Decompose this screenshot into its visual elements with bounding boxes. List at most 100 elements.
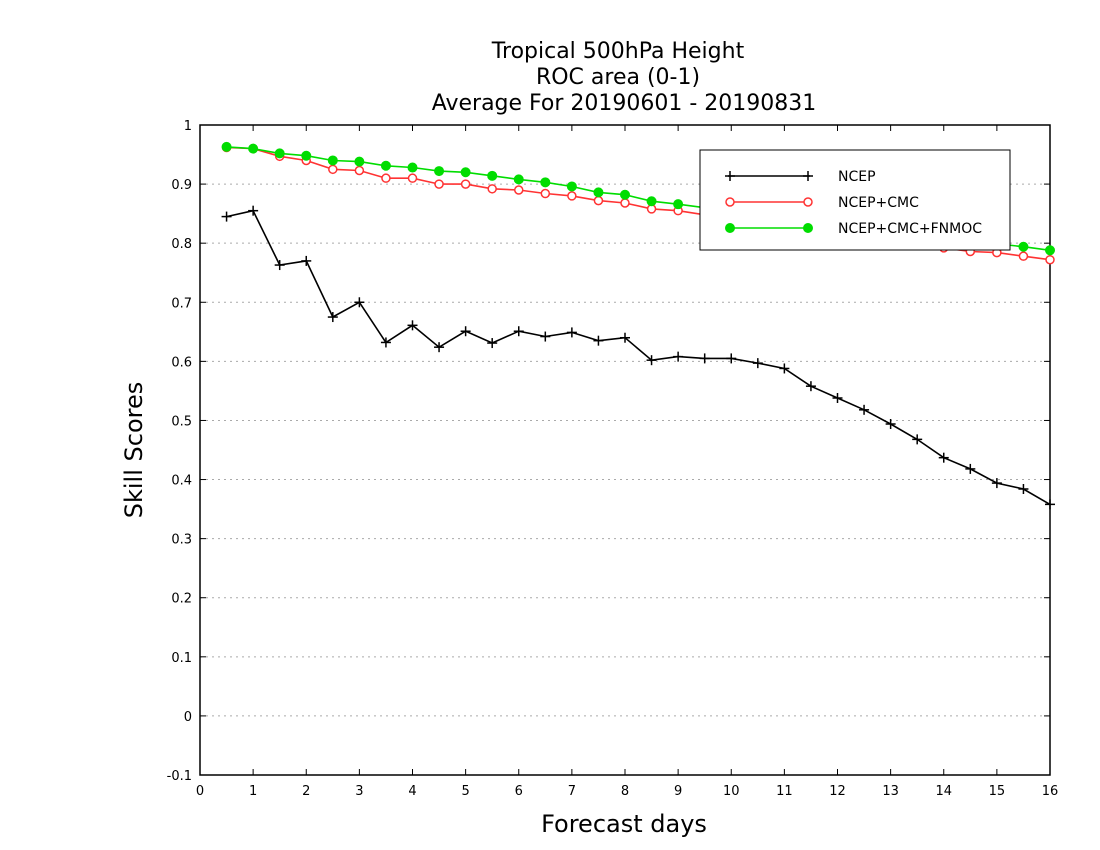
x-tick-label: 14 xyxy=(935,784,952,799)
y-tick-label: -0.1 xyxy=(167,769,192,784)
x-tick-label: 8 xyxy=(621,784,629,799)
data-point-ncep xyxy=(912,434,923,445)
y-tick-label: 0 xyxy=(184,710,192,725)
data-point-ncep-cmc xyxy=(540,188,551,199)
legend-marker-ncep xyxy=(803,171,813,181)
y-tick-label: 0.9 xyxy=(171,178,192,193)
y-tick-label: 0.5 xyxy=(171,414,192,429)
series-ncep xyxy=(221,205,1055,510)
data-point-ncep xyxy=(779,363,790,374)
data-point-ncep-cmc-fnmoc xyxy=(566,181,577,192)
legend-box xyxy=(699,149,1011,251)
data-point-ncep xyxy=(1045,499,1055,510)
y-tick-label: 0.3 xyxy=(171,533,192,548)
data-point-ncep-cmc-fnmoc xyxy=(407,162,418,173)
x-tick-label: 15 xyxy=(989,784,1006,799)
data-point-ncep xyxy=(487,338,498,349)
x-tick-label: 0 xyxy=(196,784,204,799)
x-tick-label: 1 xyxy=(249,784,257,799)
data-point-ncep-cmc-fnmoc xyxy=(487,170,498,181)
data-point-ncep xyxy=(965,463,976,474)
data-point-ncep-cmc-fnmoc xyxy=(248,143,259,154)
data-point-ncep-cmc-fnmoc xyxy=(354,156,365,167)
data-point-ncep-cmc-fnmoc xyxy=(301,150,312,161)
data-point-ncep-cmc-fnmoc xyxy=(221,141,232,152)
data-point-ncep-cmc-fnmoc xyxy=(380,160,391,171)
chart-title-line-3: Average For 20190601 - 20190831 xyxy=(432,91,817,116)
data-point-ncep-cmc xyxy=(381,173,391,183)
legend-marker-ncep-cmc xyxy=(725,197,735,207)
data-point-ncep-cmc-fnmoc xyxy=(673,199,684,210)
data-point-ncep xyxy=(380,337,391,348)
x-tick-label: 16 xyxy=(1042,784,1059,799)
data-point-ncep xyxy=(991,478,1002,489)
chart-title-line-1: Tropical 500hPa Height xyxy=(491,39,745,64)
data-point-ncep xyxy=(540,331,551,342)
x-tick-label: 2 xyxy=(302,784,310,799)
legend-marker-ncep-cmc xyxy=(803,197,813,207)
legend-marker-ncep-cmc-fnmoc xyxy=(803,223,813,233)
data-point-ncep xyxy=(832,393,843,403)
data-point-ncep-cmc-fnmoc xyxy=(274,148,285,159)
y-tick-label: 0.8 xyxy=(171,237,192,252)
x-tick-label: 3 xyxy=(355,784,363,799)
data-point-ncep-cmc xyxy=(328,164,338,175)
data-point-ncep-cmc xyxy=(407,173,418,183)
data-point-ncep xyxy=(407,320,418,331)
data-point-ncep xyxy=(859,404,870,415)
legend-label-ncep: NCEP xyxy=(838,169,876,185)
data-point-ncep xyxy=(354,297,365,308)
x-tick-label: 13 xyxy=(882,784,899,799)
x-tick-label: 4 xyxy=(408,784,416,799)
x-tick-label: 10 xyxy=(723,784,740,799)
data-point-ncep-cmc xyxy=(620,198,630,208)
legend-marker-ncep xyxy=(725,171,735,181)
y-tick-label: 0.1 xyxy=(171,651,192,666)
data-point-ncep xyxy=(593,335,604,346)
data-point-ncep-cmc-fnmoc xyxy=(1045,245,1055,256)
data-point-ncep-cmc xyxy=(593,195,604,206)
data-point-ncep-cmc xyxy=(460,179,471,189)
x-tick-label: 5 xyxy=(461,784,469,799)
data-point-ncep xyxy=(938,452,949,463)
x-tick-label: 11 xyxy=(776,784,793,799)
data-point-ncep-cmc-fnmoc xyxy=(1018,241,1029,252)
axes: -0.100.10.20.30.40.50.60.70.80.910 1 2 3 4 5 6… xyxy=(167,119,1059,799)
legend-item-ncep: NCEP xyxy=(725,169,876,185)
data-point-ncep xyxy=(885,419,896,429)
data-point-ncep xyxy=(566,327,577,338)
x-tick-label: 7 xyxy=(568,784,576,799)
data-point-ncep xyxy=(1018,484,1029,494)
data-point-ncep-cmc-fnmoc xyxy=(327,155,338,166)
legend-item-ncep-cmc-fnmoc: NCEP+CMC+FNMOC xyxy=(725,221,982,237)
y-tick-label: 0.7 xyxy=(171,296,192,311)
data-point-ncep-cmc-fnmoc xyxy=(646,196,657,207)
data-point-ncep-cmc xyxy=(1045,254,1055,265)
chart-title-line-2: ROC area (0-1) xyxy=(536,65,700,90)
y-tick-label: 0.6 xyxy=(171,355,192,370)
data-point-ncep xyxy=(221,211,232,222)
data-point-ncep xyxy=(699,353,710,364)
data-point-ncep-cmc xyxy=(434,179,444,189)
data-point-ncep-cmc xyxy=(487,184,497,194)
data-point-ncep xyxy=(620,332,630,343)
y-tick-label: 1 xyxy=(184,119,192,134)
y-axis-label: Skill Scores xyxy=(120,382,148,519)
legend-label-ncep-cmc: NCEP+CMC xyxy=(838,195,919,211)
data-point-ncep xyxy=(726,353,737,364)
data-point-ncep-cmc-fnmoc xyxy=(460,167,471,178)
data-point-ncep xyxy=(434,342,445,353)
data-point-ncep-cmc xyxy=(354,165,365,176)
data-point-ncep xyxy=(752,358,763,369)
data-point-ncep-cmc-fnmoc xyxy=(620,189,630,200)
series-line-ncep xyxy=(226,209,1051,506)
data-point-ncep-cmc xyxy=(567,191,577,201)
data-point-ncep-cmc xyxy=(1018,251,1029,261)
x-tick-label: 9 xyxy=(674,784,682,799)
data-point-ncep-cmc-fnmoc xyxy=(593,187,604,198)
legend-marker-ncep-cmc-fnmoc xyxy=(725,223,735,233)
data-point-ncep-cmc xyxy=(514,185,524,195)
data-point-ncep xyxy=(248,205,259,216)
data-point-ncep xyxy=(805,381,816,392)
